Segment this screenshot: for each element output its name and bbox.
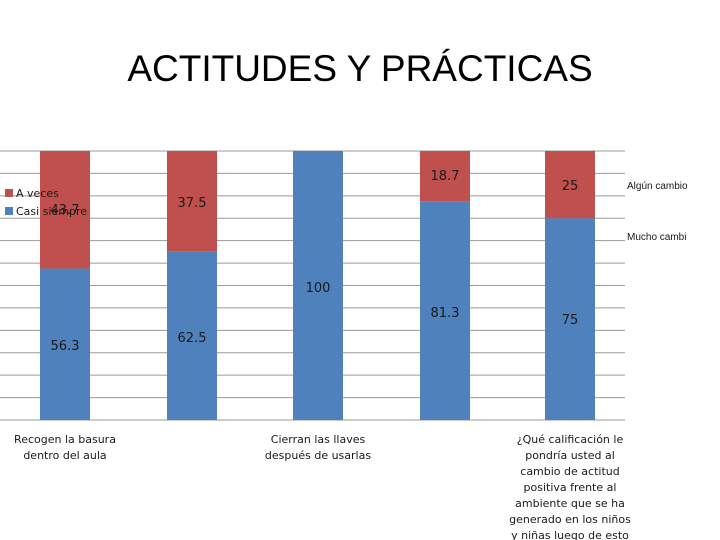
category-labels: Recogen la basura dentro del aula Cierran …	[14, 433, 631, 540]
bar-a-veces	[545, 151, 595, 219]
side-label-algun-cambio: Algún cambio	[627, 181, 688, 192]
value-label: 18.7	[431, 169, 460, 184]
category-label: generado en los niños	[509, 513, 631, 526]
bar-casi-siempre	[167, 251, 217, 420]
legend-swatch	[5, 207, 13, 215]
value-label: 100	[306, 281, 331, 296]
category-label: ambiente que se ha	[515, 497, 625, 510]
value-label: 56.3	[51, 339, 80, 354]
bar-casi-siempre	[40, 268, 90, 420]
value-label: 25	[562, 179, 579, 194]
category-label: dentro del aula	[23, 449, 106, 462]
value-label: 43.7	[51, 203, 80, 218]
legend-label: Casi siempre	[16, 205, 87, 218]
legend-swatch	[5, 189, 13, 197]
bar-series	[40, 151, 595, 420]
category-label: pondría usted al	[525, 449, 615, 462]
category-label: Cierran las llaves	[271, 433, 366, 446]
legend: A veces Casi siempre	[5, 187, 87, 218]
value-label: 75	[562, 313, 579, 328]
value-label: 62.5	[178, 331, 207, 346]
bar-casi-siempre	[545, 218, 595, 420]
bar-a-veces	[420, 151, 470, 202]
bar-casi-siempre	[293, 151, 343, 420]
category-label: y niñas luego de esto	[511, 529, 629, 540]
bar-casi-siempre	[420, 201, 470, 420]
category-label: Recogen la basura	[14, 433, 116, 446]
category-label: después de usarlas	[265, 449, 371, 462]
value-label: 37.5	[178, 196, 207, 211]
bar-a-veces	[40, 151, 90, 269]
category-label: positiva frente al	[524, 481, 617, 494]
value-labels: 56.3 62.5 100 81.3 75 43.7 37.5 18.7 25	[51, 169, 579, 354]
category-label: ¿Qué calificación le	[517, 433, 624, 446]
value-label: 81.3	[431, 306, 460, 321]
slide-title: ACTITUDES Y PRÁCTICAS	[127, 48, 592, 89]
category-label: cambio de actitud	[520, 465, 619, 478]
side-label-mucho-cambio: Mucho cambi	[627, 232, 686, 243]
legend-label: A veces	[16, 187, 59, 200]
bar-a-veces	[167, 151, 217, 252]
